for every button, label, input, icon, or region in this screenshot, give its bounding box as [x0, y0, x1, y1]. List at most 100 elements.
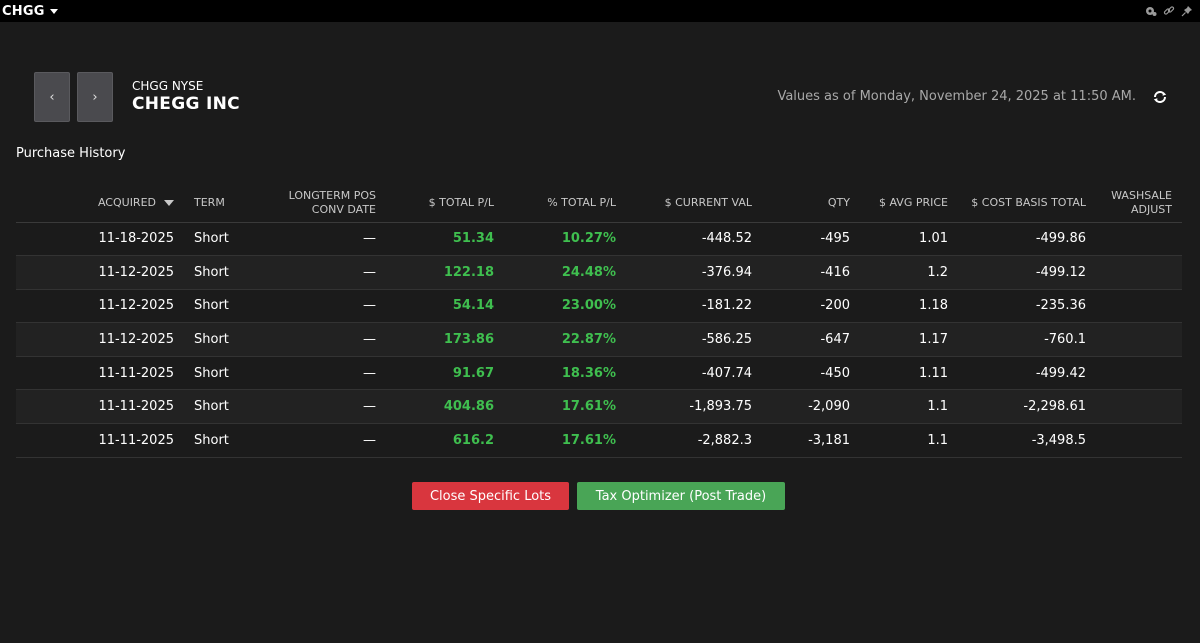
cell-term: Short: [184, 389, 264, 425]
cell-term: Short: [184, 289, 264, 324]
cell-cost-basis: -499.12: [958, 255, 1096, 290]
company-name: CHEGG INC: [132, 94, 240, 114]
col-qty[interactable]: QTY: [762, 184, 860, 223]
col-longterm-conv-date[interactable]: LONGTERM POS CONV DATE: [264, 184, 386, 223]
cell-qty: -200: [762, 289, 860, 324]
purchase-history-table: ACQUIRED TERM LONGTERM POS CONV DATE $ T…: [16, 184, 1182, 458]
cell-avg-price: 1.1: [860, 389, 958, 425]
cell-cost-basis: -235.36: [958, 289, 1096, 324]
cell-pct-total-pl: 18.36%: [504, 356, 626, 391]
gear-icon[interactable]: [1144, 4, 1158, 18]
next-button[interactable]: ›: [77, 72, 113, 122]
col-total-pl[interactable]: $ TOTAL P/L: [386, 184, 504, 223]
cell-washsale: [1096, 423, 1182, 458]
cell-qty: -416: [762, 255, 860, 290]
cell-current-val: -181.22: [626, 289, 762, 324]
cell-qty: -647: [762, 322, 860, 357]
section-title: Purchase History: [16, 146, 126, 161]
cell-avg-price: 1.17: [860, 322, 958, 357]
close-specific-lots-button[interactable]: Close Specific Lots: [412, 482, 569, 510]
tax-optimizer-button[interactable]: Tax Optimizer (Post Trade): [577, 482, 785, 510]
col-acquired-label: ACQUIRED: [97, 195, 156, 209]
sort-desc-icon: [164, 199, 174, 206]
cell-term: Short: [184, 255, 264, 290]
chevron-right-icon: ›: [92, 89, 98, 105]
cell-pct-total-pl: 23.00%: [504, 289, 626, 324]
cell-acquired: 11-11-2025: [16, 423, 184, 458]
cell-qty: -495: [762, 222, 860, 257]
cell-pct-total-pl: 17.61%: [504, 423, 626, 458]
col-cost-basis[interactable]: $ COST BASIS TOTAL: [958, 184, 1096, 223]
cell-acquired: 11-12-2025: [16, 255, 184, 290]
table-row[interactable]: 11-12-2025 Short — 122.18 24.48% -376.94…: [16, 255, 1182, 290]
cell-qty: -450: [762, 356, 860, 391]
table-row[interactable]: 11-12-2025 Short — 173.86 22.87% -586.25…: [16, 322, 1182, 357]
cell-washsale: [1096, 255, 1182, 290]
refresh-icon[interactable]: [1151, 88, 1169, 106]
cell-total-pl: 404.86: [386, 389, 504, 425]
col-acquired[interactable]: ACQUIRED: [16, 184, 184, 223]
cell-acquired: 11-12-2025: [16, 322, 184, 357]
table-row[interactable]: 11-11-2025 Short — 616.2 17.61% -2,882.3…: [16, 423, 1182, 458]
cell-conv-date: —: [264, 322, 386, 357]
cell-total-pl: 122.18: [386, 255, 504, 290]
cell-conv-date: —: [264, 389, 386, 425]
col-current-val[interactable]: $ CURRENT VAL: [626, 184, 762, 223]
cell-total-pl: 54.14: [386, 289, 504, 324]
cell-avg-price: 1.01: [860, 222, 958, 257]
col-avg-price[interactable]: $ AVG PRICE: [860, 184, 958, 223]
col-longterm-label-1: LONGTERM POS: [288, 188, 376, 202]
link-icon[interactable]: [1162, 4, 1176, 18]
cell-avg-price: 1.18: [860, 289, 958, 324]
cell-conv-date: —: [264, 289, 386, 324]
chevron-left-icon: ‹: [49, 89, 55, 105]
cell-total-pl: 616.2: [386, 423, 504, 458]
cell-avg-price: 1.11: [860, 356, 958, 391]
cell-current-val: -448.52: [626, 222, 762, 257]
table-row[interactable]: 11-11-2025 Short — 404.86 17.61% -1,893.…: [16, 389, 1182, 425]
cell-current-val: -1,893.75: [626, 389, 762, 425]
caret-down-icon: [49, 9, 58, 14]
cell-current-val: -376.94: [626, 255, 762, 290]
symbol-exchange: CHGG NYSE: [132, 79, 204, 93]
cell-conv-date: —: [264, 222, 386, 257]
cell-conv-date: —: [264, 356, 386, 391]
cell-acquired: 11-11-2025: [16, 356, 184, 391]
cell-pct-total-pl: 22.87%: [504, 322, 626, 357]
col-pct-total-pl[interactable]: % TOTAL P/L: [504, 184, 626, 223]
cell-conv-date: —: [264, 255, 386, 290]
cell-pct-total-pl: 17.61%: [504, 389, 626, 425]
cell-acquired: 11-11-2025: [16, 389, 184, 425]
cell-washsale: [1096, 289, 1182, 324]
cell-cost-basis: -499.86: [958, 222, 1096, 257]
cell-washsale: [1096, 222, 1182, 257]
table-row[interactable]: 11-18-2025 Short — 51.34 10.27% -448.52 …: [16, 222, 1182, 257]
previous-button[interactable]: ‹: [34, 72, 70, 122]
table-header-row: ACQUIRED TERM LONGTERM POS CONV DATE $ T…: [16, 184, 1182, 223]
window-controls: [1144, 4, 1200, 18]
table-row[interactable]: 11-12-2025 Short — 54.14 23.00% -181.22 …: [16, 289, 1182, 324]
table-row[interactable]: 11-11-2025 Short — 91.67 18.36% -407.74 …: [16, 356, 1182, 391]
cell-acquired: 11-12-2025: [16, 289, 184, 324]
window-symbol: CHGG: [2, 3, 45, 19]
cell-cost-basis: -499.42: [958, 356, 1096, 391]
col-term[interactable]: TERM: [184, 184, 264, 223]
title-bar: CHGG: [0, 0, 1200, 22]
pin-icon[interactable]: [1180, 4, 1194, 18]
cell-avg-price: 1.1: [860, 423, 958, 458]
col-longterm-label-2: CONV DATE: [311, 202, 376, 216]
cell-pct-total-pl: 10.27%: [504, 222, 626, 257]
cell-total-pl: 173.86: [386, 322, 504, 357]
cell-term: Short: [184, 356, 264, 391]
symbol-selector[interactable]: CHGG: [0, 4, 58, 19]
cell-washsale: [1096, 322, 1182, 357]
cell-pct-total-pl: 24.48%: [504, 255, 626, 290]
cell-total-pl: 51.34: [386, 222, 504, 257]
cell-term: Short: [184, 322, 264, 357]
col-washsale-adjust[interactable]: WASHSALE ADJUST: [1096, 184, 1182, 223]
cell-cost-basis: -2,298.61: [958, 389, 1096, 425]
cell-term: Short: [184, 423, 264, 458]
cell-acquired: 11-18-2025: [16, 222, 184, 257]
cell-current-val: -586.25: [626, 322, 762, 357]
cell-cost-basis: -760.1: [958, 322, 1096, 357]
